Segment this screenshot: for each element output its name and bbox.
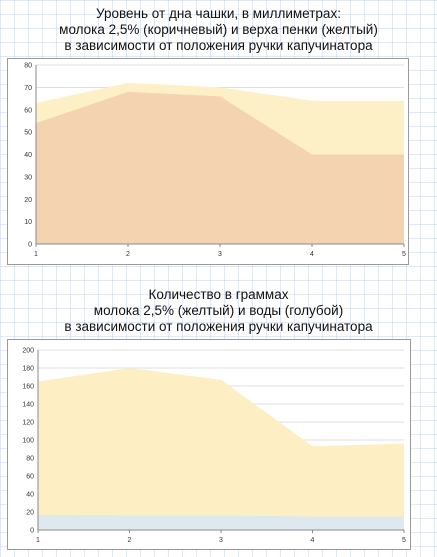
chart1-ytick-label: 30 [24,174,32,181]
chart2-ytick-label: 140 [22,402,34,409]
chart2-xtick-label: 2 [128,537,132,544]
chart1-title-line3: в зависимости от положения ручки капучин… [64,38,373,53]
chart2-frame: 0 20 40 60 80 100 120 140 160 180 200 1 2 3 4 5 [7,339,411,550]
chart2-ytick-label: 200 [22,348,34,355]
chart1-xtick-label: 5 [402,251,406,258]
chart1-ytick-label: 60 [24,107,32,114]
chart2-title-line2: молока 2,5% (желтый) и воды (голубой) [93,303,344,318]
chart1-ytick-label: 40 [24,152,32,159]
chart2-ytick-label: 20 [26,510,34,517]
chart2-area-water [38,514,404,530]
chart2-ytick-label: 0 [30,528,34,535]
chart2-ytick-label: 60 [26,474,34,481]
chart2-title-line3: в зависимости от положения ручки капучин… [64,319,373,334]
chart1-xtick-label: 4 [310,251,314,258]
chart2-ytick-label: 80 [26,456,34,463]
chart1-frame: 0 10 20 30 40 50 60 70 80 1 2 3 4 5 [7,58,409,265]
chart2-title-line1: Количество в граммах [148,287,289,302]
chart1-ytick-label: 0 [28,242,32,249]
chart2-area-milk [38,368,404,530]
chart1-ytick-label: 70 [24,85,32,92]
chart1-title-line1: Уровень от дна чашки, в миллиметрах: [96,6,341,21]
chart2-xtick-label: 5 [402,537,406,544]
chart2-xtick-label: 3 [219,537,223,544]
chart2-ytick-label: 180 [22,366,34,373]
chart2-xtick-label: 1 [36,537,40,544]
chart2-ytick-label: 120 [22,420,34,427]
chart1-area-milk [36,91,404,244]
chart1-title-line2: молока 2,5% (коричневый) и верха пенки (… [59,22,378,37]
chart2-title: Количество в граммах молока 2,5% (желтый… [0,287,437,335]
chart2-ytick-label: 40 [26,492,34,499]
chart1-ytick-label: 10 [24,219,32,226]
chart1-title: Уровень от дна чашки, в миллиметрах: мол… [0,6,437,54]
chart2-plot: 0 20 40 60 80 100 120 140 160 180 200 1 2 3 4 5 [22,348,406,545]
chart1-xtick-label: 3 [218,251,222,258]
chart1-xtick-label: 2 [126,251,130,258]
chart2-ytick-label: 160 [22,384,34,391]
chart1-xtick-label: 1 [34,251,38,258]
chart1-ytick-label: 20 [24,197,32,204]
chart2-xtick-label: 4 [311,537,315,544]
chart1-plot: 0 10 20 30 40 50 60 70 80 1 2 3 4 5 [24,63,406,259]
chart1-ytick-label: 80 [24,63,32,70]
chart2-ytick-label: 100 [22,438,34,445]
chart1-ytick-label: 50 [24,130,32,137]
